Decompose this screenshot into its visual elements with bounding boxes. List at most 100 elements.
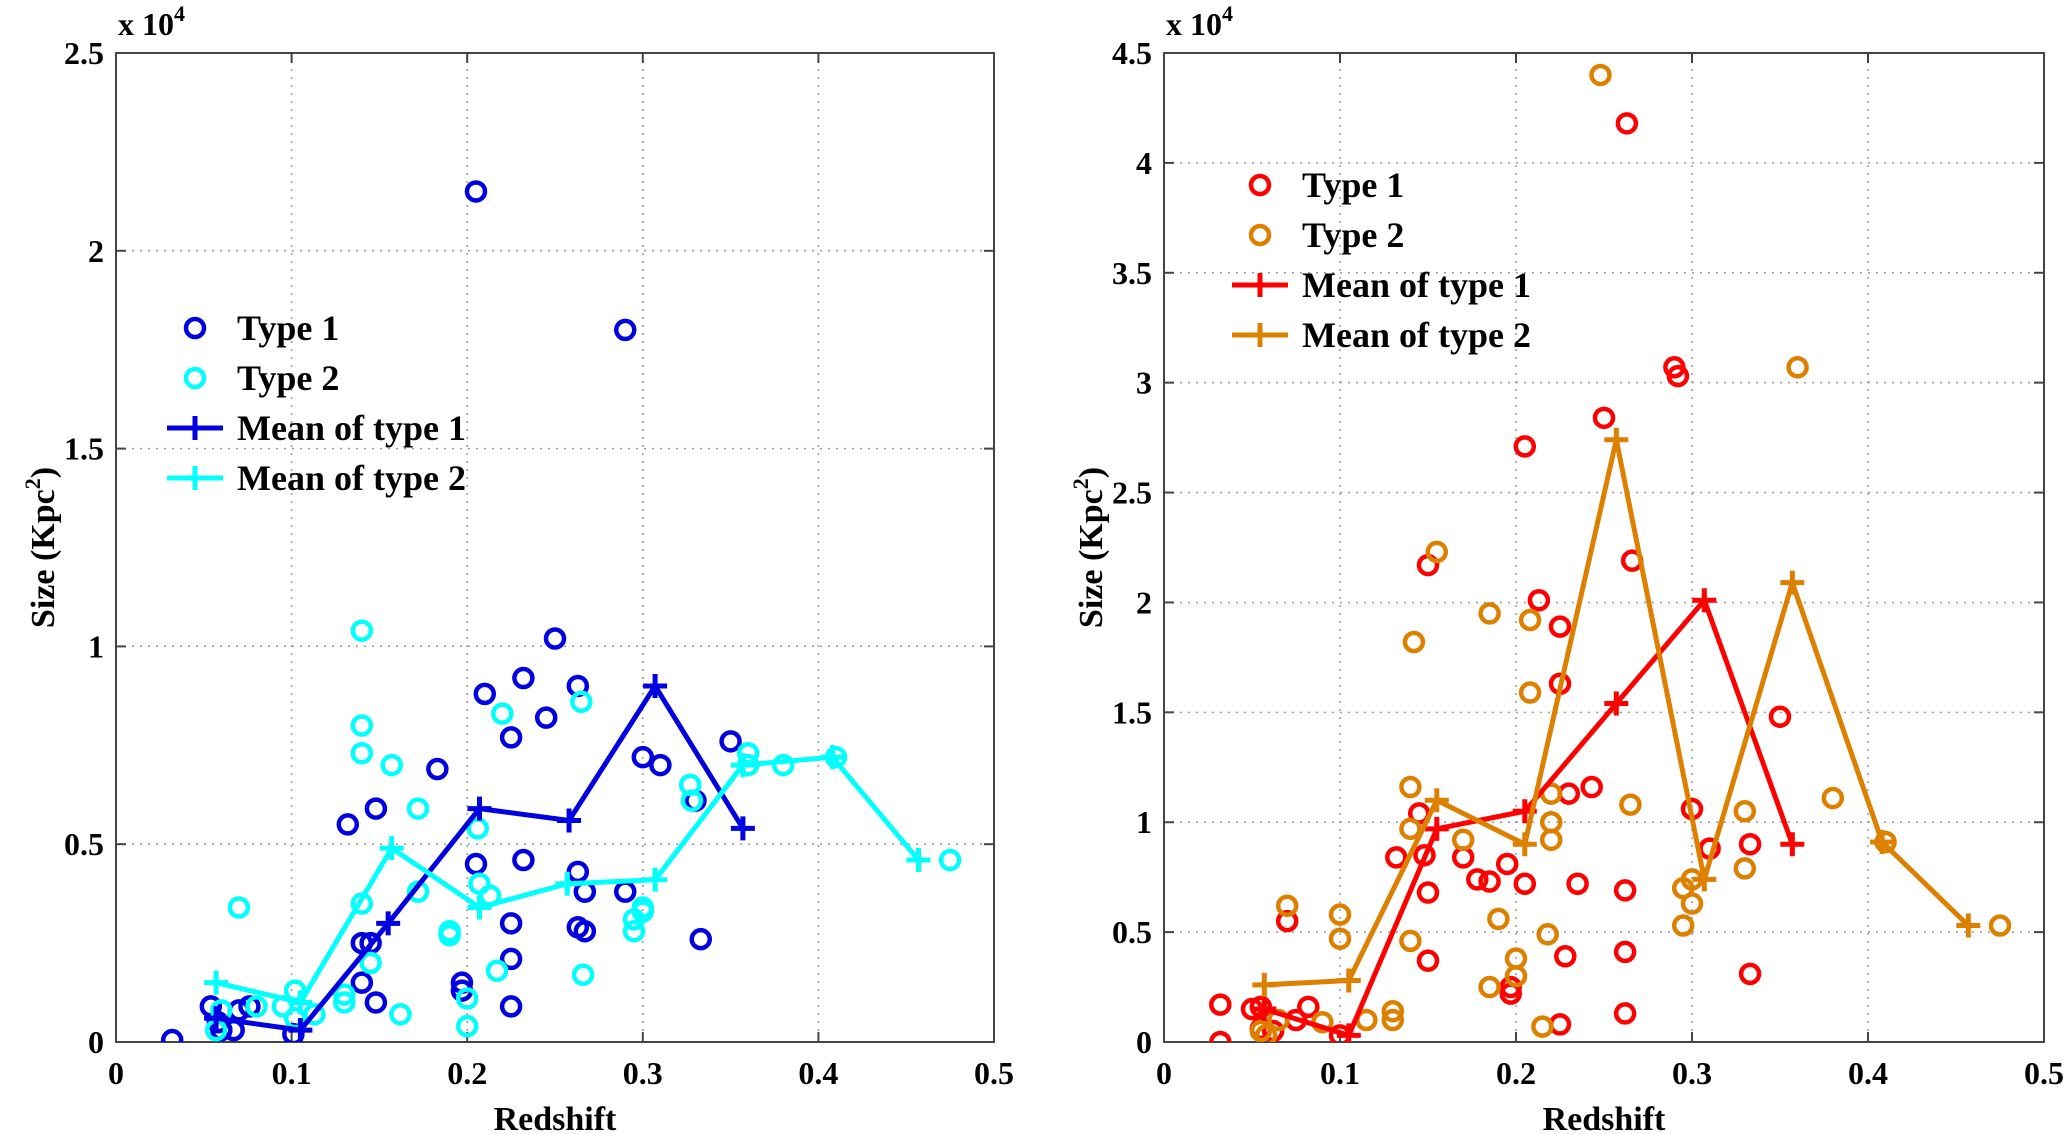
- y-tick-label: 2: [88, 233, 104, 269]
- data-point: [1786, 356, 1809, 379]
- y-tick-label: 2: [1136, 584, 1152, 620]
- data-point: [499, 947, 523, 971]
- x-tick-label: 0.2: [1496, 1055, 1536, 1091]
- data-point: [1518, 681, 1542, 704]
- exponent-base: x 10: [1166, 6, 1222, 42]
- legend-marker: [1248, 323, 1272, 347]
- y-tick-label: 2.5: [1112, 475, 1152, 511]
- data-point: [499, 912, 523, 935]
- data-point: [649, 753, 672, 777]
- mean-point: [379, 836, 404, 861]
- y-label-text: Size (Kpc: [25, 489, 62, 628]
- data-point: [938, 848, 962, 872]
- data-point: [426, 757, 449, 781]
- data-point: [1548, 615, 1572, 638]
- data-point: [1451, 846, 1475, 869]
- x-tick-label: 0: [1156, 1055, 1172, 1091]
- legend-entry: Mean of type 2: [1232, 315, 1531, 355]
- legend-entry: Mean of type 1: [167, 408, 466, 448]
- data-point: [1328, 903, 1352, 926]
- data-point: [350, 741, 374, 765]
- y-tick-label: 0: [1136, 1024, 1152, 1060]
- plot-area: [1209, 63, 2012, 1042]
- data-point: [631, 745, 655, 769]
- data-point: [1381, 1008, 1405, 1032]
- y-label-close: ): [25, 467, 62, 478]
- data-point: [534, 706, 558, 729]
- data-point: [1527, 588, 1551, 612]
- y-tick-label: 4: [1136, 145, 1152, 181]
- data-point: [1671, 914, 1695, 937]
- legend-label: Mean of type 2: [1302, 315, 1531, 355]
- y-tick-label: 1: [88, 628, 104, 664]
- data-point: [1580, 775, 1603, 799]
- mean-point: [730, 753, 755, 778]
- data-point: [1328, 927, 1352, 950]
- data-point: [1478, 870, 1501, 893]
- data-point: [485, 959, 509, 983]
- data-point: [245, 995, 268, 1018]
- mean-point: [1424, 788, 1449, 813]
- data-point: [1733, 799, 1757, 823]
- data-point: [512, 666, 535, 690]
- data-point: [464, 852, 488, 876]
- data-point: [1566, 872, 1589, 896]
- legend-marker: [183, 316, 207, 340]
- y-tick-label: 2.5: [64, 35, 104, 71]
- data-point: [1548, 1013, 1572, 1036]
- data-point: [1381, 999, 1405, 1023]
- data-point: [573, 919, 597, 943]
- data-point: [1413, 843, 1436, 867]
- series-mean-of-type-2: [1252, 427, 1981, 997]
- legend-entry: Mean of type 1: [1232, 265, 1531, 305]
- exponent-power: 4: [174, 1, 185, 26]
- data-point: [1425, 540, 1449, 564]
- data-point: [1557, 782, 1581, 805]
- x-axis-label: Redshift: [1543, 1101, 1666, 1134]
- data-point: [1613, 940, 1637, 964]
- plot-area: [160, 180, 962, 1042]
- data-point: [160, 1028, 184, 1042]
- data-point: [333, 983, 356, 1006]
- mean-point: [557, 808, 582, 833]
- data-point: [350, 971, 374, 994]
- data-point: [333, 991, 356, 1014]
- legend-label: Type 2: [237, 358, 339, 398]
- data-point: [1402, 630, 1426, 654]
- series-type-2: [204, 619, 962, 1042]
- data-point: [1988, 914, 2012, 937]
- data-point: [543, 627, 567, 650]
- mean-point: [1604, 691, 1629, 716]
- mean-point: [1692, 867, 1717, 892]
- data-point: [1495, 852, 1519, 876]
- y-tick-label: 3: [1136, 365, 1152, 401]
- data-point: [1275, 894, 1299, 917]
- exponent-label: x 104: [1166, 1, 1233, 42]
- data-point: [464, 180, 488, 203]
- legend-label: Type 1: [237, 308, 339, 348]
- data-point: [1209, 1030, 1232, 1042]
- legend-entry: Type 2: [183, 358, 339, 398]
- data-point: [1518, 608, 1542, 632]
- y-label-close: ): [1073, 467, 1110, 478]
- legend-label: Type 1: [1302, 165, 1404, 205]
- data-point: [1589, 63, 1612, 87]
- legend-label: Type 2: [1302, 215, 1404, 255]
- data-point: [1451, 828, 1475, 852]
- mean-point: [1870, 830, 1895, 855]
- data-point: [1768, 705, 1792, 728]
- data-point: [1738, 832, 1762, 856]
- y-axis-label: Size (Kpc2): [1068, 467, 1110, 628]
- data-point: [1666, 364, 1690, 388]
- x-tick-label: 0.3: [1672, 1055, 1712, 1091]
- mean-point: [376, 911, 401, 936]
- mean-point: [820, 745, 845, 770]
- data-point: [455, 1014, 479, 1038]
- y-tick-label: 1.5: [1112, 694, 1152, 730]
- legend-marker: [183, 366, 207, 390]
- data-point: [1821, 786, 1845, 810]
- data-point: [1297, 995, 1320, 1019]
- data-point: [389, 1003, 412, 1026]
- data-point: [613, 318, 637, 342]
